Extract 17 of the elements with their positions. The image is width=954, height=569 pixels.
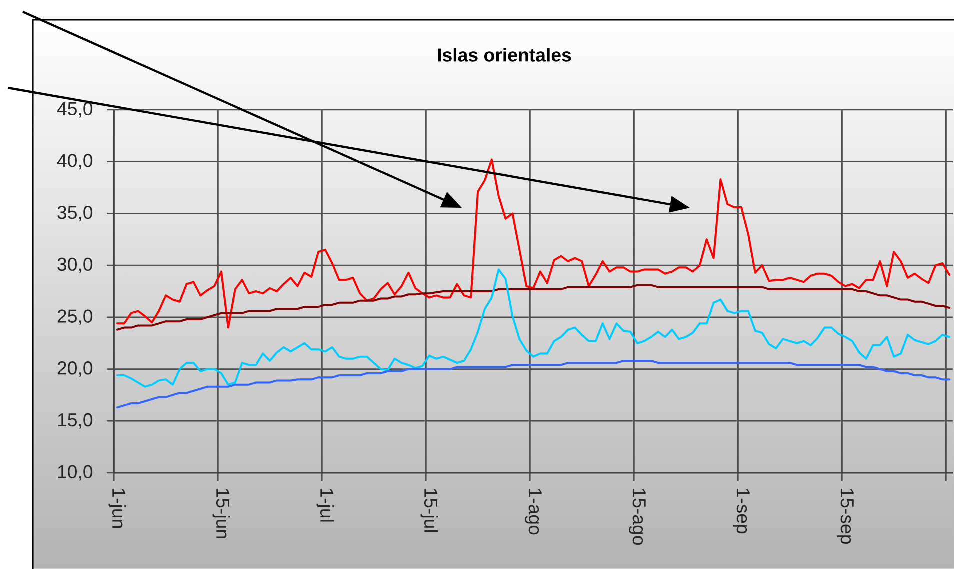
- y-tick-label: 10,0: [58, 465, 93, 481]
- y-tick-label: 15,0: [58, 413, 93, 429]
- x-tick-label: 15-jun: [212, 489, 230, 538]
- x-tick-label: 15-sep: [837, 489, 854, 544]
- x-tick-label: 1-jul: [316, 489, 334, 522]
- x-tick-label: 1-ago: [525, 489, 542, 535]
- chart-title: Islas orientales: [438, 48, 572, 62]
- x-tick-label: 15-jul: [420, 489, 438, 532]
- y-tick-label: 30,0: [58, 258, 93, 274]
- y-tick-label: 35,0: [58, 206, 93, 222]
- x-tick-label: 1-jun: [108, 489, 126, 528]
- y-tick-label: 45,0: [57, 102, 93, 118]
- y-tick-label: 25,0: [58, 310, 93, 326]
- y-tick-label: 40,0: [57, 154, 93, 170]
- x-tick-label: 15-ago: [629, 489, 646, 546]
- y-tick-label: 20,0: [58, 362, 93, 377]
- x-tick-label: 1-sep: [733, 489, 750, 534]
